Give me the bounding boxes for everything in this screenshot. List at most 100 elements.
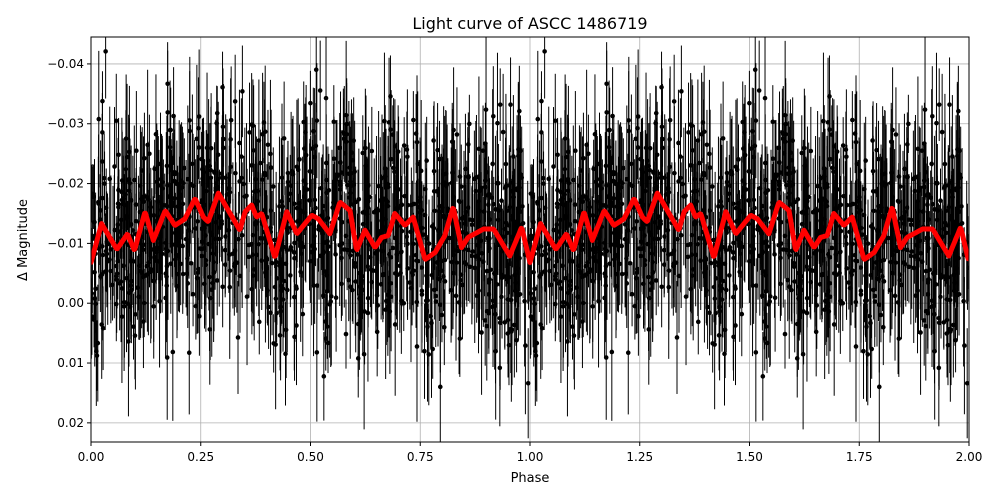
data-point [476, 146, 482, 152]
data-point [659, 284, 664, 290]
data-point [163, 240, 169, 246]
data-point [499, 198, 504, 203]
data-point [260, 177, 265, 182]
data-point [824, 199, 829, 204]
data-point [385, 199, 390, 204]
data-point [604, 183, 609, 188]
data-point [921, 209, 926, 214]
data-point [208, 175, 214, 181]
x-tick-label: 1.50 [736, 450, 763, 464]
data-point [625, 350, 631, 356]
data-point [538, 322, 544, 327]
data-point [820, 196, 825, 202]
data-point [288, 273, 293, 278]
data-point [956, 108, 961, 114]
data-point [790, 138, 795, 143]
data-point [268, 151, 273, 157]
data-point [234, 260, 240, 266]
data-point [683, 193, 688, 199]
data-point [942, 183, 948, 188]
data-point [220, 85, 225, 90]
data-point [895, 300, 901, 305]
data-point [381, 196, 386, 202]
data-point [831, 322, 837, 327]
data-point [909, 249, 915, 254]
data-point [936, 102, 942, 107]
data-point [516, 292, 521, 298]
data-point [443, 182, 449, 188]
data-point [119, 314, 125, 319]
data-point [904, 205, 910, 210]
data-point [760, 374, 766, 379]
data-point [384, 203, 389, 208]
data-point [324, 289, 330, 294]
data-point [776, 242, 781, 248]
data-point [720, 278, 726, 284]
data-point [838, 298, 843, 304]
data-point [899, 216, 904, 221]
data-point [565, 290, 571, 296]
data-point [299, 251, 304, 257]
data-point [869, 346, 875, 352]
data-point [256, 319, 262, 325]
data-point [794, 321, 800, 327]
data-point [442, 257, 448, 263]
data-point [360, 150, 366, 156]
data-point [262, 129, 268, 134]
data-point [686, 130, 691, 135]
model-curve [91, 190, 969, 265]
data-point [666, 284, 672, 290]
data-point [945, 342, 951, 348]
data-point [551, 164, 556, 169]
data-point [792, 199, 797, 205]
data-point [710, 341, 715, 346]
data-point [762, 95, 768, 101]
data-point [763, 190, 768, 196]
data-point [727, 183, 733, 189]
data-point [186, 350, 192, 356]
data-point [881, 257, 887, 263]
data-point [789, 287, 794, 293]
data-point [308, 100, 313, 106]
data-point [789, 248, 795, 254]
data-point [490, 161, 495, 167]
data-point [876, 276, 881, 282]
data-point [596, 298, 601, 304]
data-point [875, 208, 881, 214]
data-point [718, 175, 724, 180]
data-point [435, 147, 440, 153]
data-point [543, 239, 548, 245]
data-point [433, 299, 439, 304]
data-point [602, 240, 608, 246]
data-point [240, 89, 245, 94]
data-point [382, 118, 387, 124]
data-point [394, 186, 400, 191]
data-point [547, 268, 552, 274]
data-point [353, 199, 358, 205]
data-point [145, 197, 151, 202]
data-point [667, 117, 673, 123]
data-point [219, 218, 224, 224]
data-point [284, 287, 290, 293]
data-point [220, 174, 225, 180]
data-point [262, 207, 268, 213]
data-point [613, 181, 619, 187]
data-point [127, 188, 132, 194]
data-point [347, 195, 352, 200]
data-point [274, 259, 279, 265]
data-point [220, 284, 225, 290]
data-point [392, 322, 398, 327]
data-point [279, 175, 285, 180]
data-point [932, 348, 937, 354]
data-point [380, 272, 386, 278]
data-point [769, 205, 774, 210]
data-point [317, 88, 323, 93]
data-point [850, 241, 855, 247]
data-point [265, 288, 270, 293]
data-point [142, 155, 147, 161]
data-point [525, 380, 531, 386]
data-point [837, 203, 842, 209]
data-point [475, 253, 481, 258]
data-point [314, 118, 320, 123]
data-point [697, 160, 702, 166]
